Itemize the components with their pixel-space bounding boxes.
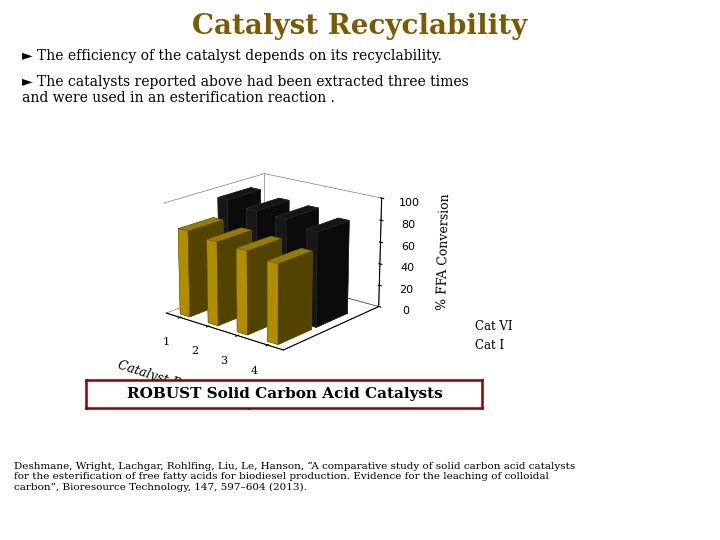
Text: ROBUST Solid Carbon Acid Catalysts: ROBUST Solid Carbon Acid Catalysts bbox=[127, 387, 442, 401]
Text: ► The efficiency of the catalyst depends on its recyclability.: ► The efficiency of the catalyst depends… bbox=[22, 49, 441, 63]
Text: Cat I: Cat I bbox=[475, 339, 504, 352]
X-axis label: Catalyst Recycle Runs: Catalyst Recycle Runs bbox=[116, 358, 255, 413]
Text: ► The catalysts reported above had been extracted three times
and were used in a: ► The catalysts reported above had been … bbox=[22, 75, 468, 105]
Text: Cat VI: Cat VI bbox=[475, 320, 513, 333]
Text: Catalyst Recyclability: Catalyst Recyclability bbox=[192, 14, 528, 40]
Text: Deshmane, Wright, Lachgar, Rohlfing, Liu, Le, Hanson, “A comparative study of so: Deshmane, Wright, Lachgar, Rohlfing, Liu… bbox=[14, 462, 576, 492]
